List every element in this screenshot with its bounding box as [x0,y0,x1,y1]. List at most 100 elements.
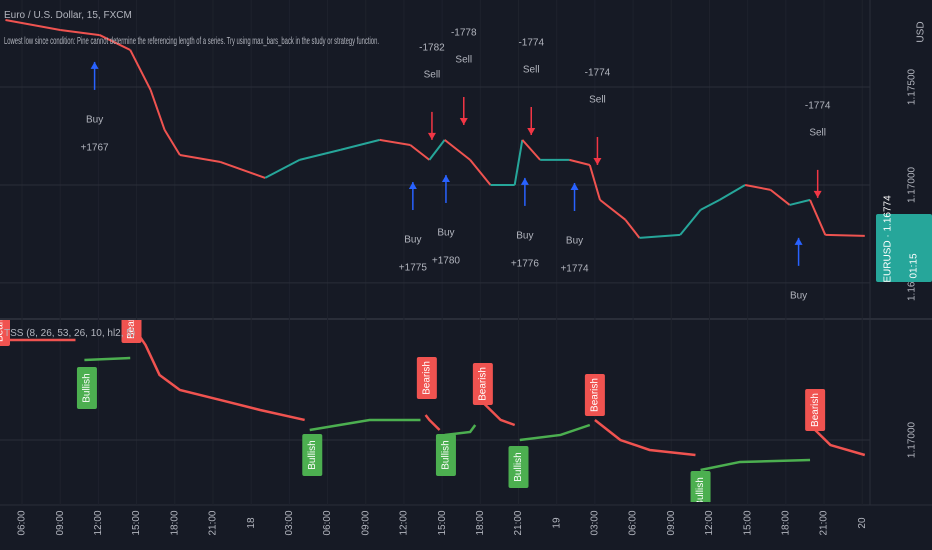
stop-line [444,424,477,437]
signal-side: Buy [790,291,807,302]
signal-arrowhead [427,132,436,140]
price-segment [744,183,771,191]
price-segment [220,161,266,179]
x-tick-label: 18 [246,517,257,529]
stop-line [594,418,696,457]
signal-marker [435,434,456,476]
signal-side: Buy [86,115,103,126]
x-tick-label: 03:00 [590,510,601,535]
price-pane: Buy +1767 Sell -1782 Sell -1778 Sell -1774 Sell -… [5,19,865,302]
x-tick-label: 15:00 [131,510,142,535]
price-segment [809,199,827,236]
price-segment [639,233,681,239]
price-segment [5,19,61,31]
x-tick-label: 21:00 [513,510,524,535]
stop-line [309,418,421,432]
signal-marker [0,320,10,347]
price-segment [719,184,746,201]
signal-marker-label: Bearish [421,361,432,395]
price-segment [700,198,721,211]
signal-side: Buy [404,235,421,246]
x-tick-label: 12:00 [93,510,104,535]
price-segment [789,198,811,206]
x-tick-label: 18:00 [475,510,486,535]
price-segment [588,164,601,201]
signal-arrowhead [459,118,468,126]
x-tick-label: 12:00 [704,510,715,535]
x-tick-label: 21:00 [819,510,830,535]
signal-marker-label: Bullish [695,477,706,506]
signal-qty: +1776 [511,259,540,270]
y-tick-label: 1.17000 [907,421,918,458]
signal-qty: -1774 [805,101,831,112]
price-segment [521,139,541,161]
signal-arrowhead [794,237,803,245]
signal-marker-label: Bearish [0,308,6,342]
signal-qty: -1774 [585,68,611,79]
x-tick-label: 18:00 [780,510,791,535]
price-segment [679,209,702,236]
price-segment [569,158,591,166]
signal-marker-label: Bullish [307,440,318,469]
indicator-label: TSS (8, 26, 53, 26, 10, hl2, 5) [4,328,135,339]
stop-line [814,429,866,457]
x-tick-label: 12:00 [399,510,410,535]
x-tick-label: 09:00 [360,510,371,535]
price-tag-label: EURUSD · 1.16774 [883,195,894,283]
signal-side: Sell [424,70,441,81]
x-tick-label: 09:00 [666,510,677,535]
signal-qty: +1767 [81,143,110,154]
price-segment [624,219,641,239]
signal-marker-label: Bullish [82,373,93,402]
signal-marker [121,320,142,344]
price-segment [264,158,301,179]
stop-line [134,329,305,422]
signal-marker-label: Bearish [126,305,137,339]
stop-line [700,458,811,472]
signal-marker [76,367,97,410]
signal-marker [416,356,437,399]
indicator-pane: Bearish Bullish Bearish Bullish Bearish Bulli… [0,305,866,506]
signal-side: Sell [455,55,472,66]
signal-marker [302,434,323,476]
stop-line [424,414,441,431]
price-segment [163,129,181,156]
countdown: 01:15 [909,253,920,278]
x-tick-label: 15:00 [437,510,448,535]
signal-arrowhead [520,177,529,185]
currency: USD [916,21,927,42]
signal-qty: +1774 [560,264,589,275]
price-segment [99,34,131,51]
price-segment [299,148,341,161]
signal-arrowhead [408,182,417,190]
price-tag [876,214,932,282]
signal-qty: +1775 [399,263,428,274]
signal-marker [805,389,826,431]
signal-qty: -1778 [451,28,477,39]
signal-arrowhead [441,174,450,182]
signal-marker-label: Bearish [590,378,601,412]
price-segment [379,138,411,146]
signal-arrowhead [527,127,536,135]
x-tick-label: 03:00 [284,510,295,535]
warning: Lowest low since condition: Pine cannot … [4,36,379,47]
price-segment [444,139,471,161]
x-tick-label: 09:00 [55,510,66,535]
price-segment [825,233,865,237]
signal-arrowhead [90,61,99,69]
signal-arrowhead [570,183,579,191]
signal-marker-label: Bearish [478,367,489,401]
price-segment [340,138,380,151]
signal-side: Buy [566,236,583,247]
signal-marker-label: Bullish [441,440,452,469]
signal-qty: -1774 [518,38,544,49]
signal-side: Sell [523,65,540,76]
price-segment [513,139,524,186]
signal-marker [472,362,493,405]
signal-marker-label: Bullish [513,452,524,481]
price-segment [60,28,100,37]
signal-qty: -1782 [419,43,445,54]
x-tick-label: 18:00 [169,510,180,535]
